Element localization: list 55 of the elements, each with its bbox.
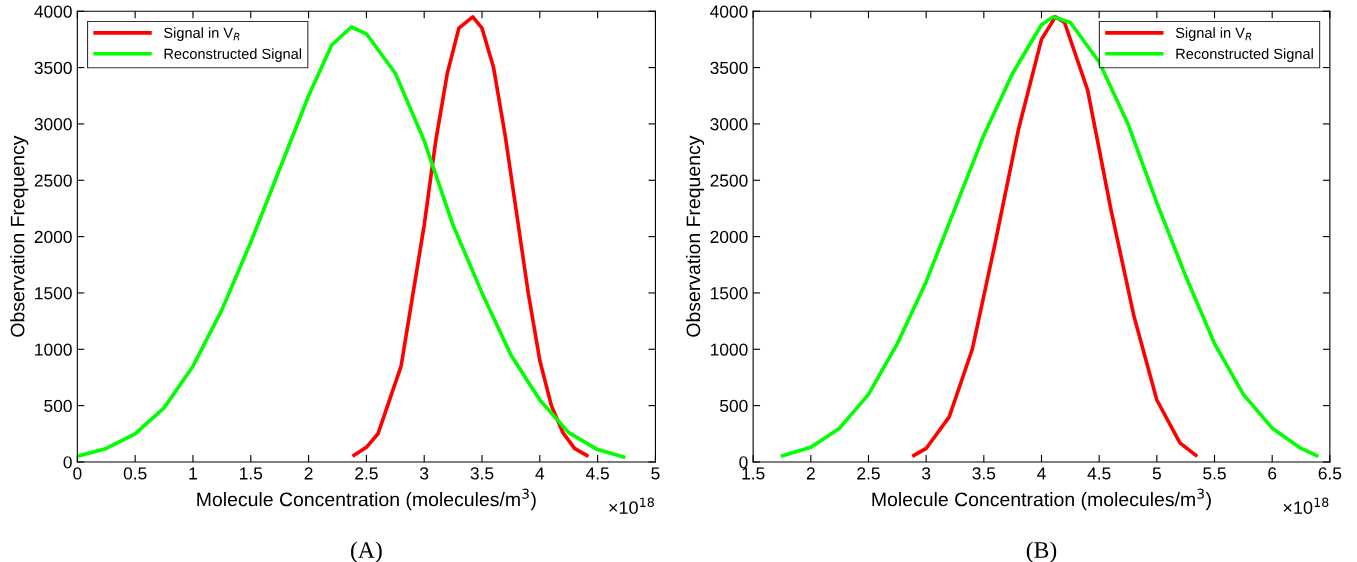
x-tick-label: 3.5	[972, 467, 996, 480]
y-tick-label: 4000	[710, 5, 748, 18]
y-tick-label: 3500	[710, 61, 748, 75]
y-tick-label: 1500	[35, 287, 72, 300]
x-tick-label: 2	[806, 467, 815, 480]
x-tick-label: 6	[1268, 467, 1277, 480]
x-tick-label: 0.5	[123, 467, 147, 480]
y-tick-label: 1500	[710, 287, 748, 300]
x-tick-label: 4.5	[585, 467, 609, 480]
x-tick-label: 2.5	[355, 467, 378, 480]
legend-label: Reconstructed Signal	[164, 48, 302, 62]
y-tick-label: 2500	[710, 174, 748, 187]
line-series	[350, 15, 591, 459]
x-tick-label: 5	[651, 467, 660, 480]
line-series	[779, 15, 1321, 459]
y-axis-title: Observation Frequency	[10, 135, 29, 337]
x-tick-label: 2	[304, 467, 313, 480]
x-axis-title: Molecule Concentration (molecules/m$^{3}$)	[872, 488, 1211, 511]
text: (A)	[351, 541, 382, 562]
x-tick-label: 3.5	[470, 467, 494, 480]
y-tick-label: 3000	[34, 118, 72, 131]
y-tick-label: 1000	[35, 343, 72, 356]
y-tick-label: 3500	[34, 61, 72, 75]
x-tick-label: 5.5	[1203, 467, 1226, 480]
x-tick-label: 4.5	[1087, 467, 1111, 480]
x-axis-title: Molecule Concentration (molecules/m$^{3}$)	[197, 488, 536, 511]
x-tick-label: 2.5	[857, 467, 880, 480]
y-tick-label: 2500	[34, 174, 72, 187]
y-tick-label: 4000	[34, 5, 72, 18]
x-tick-label: 3	[420, 467, 429, 480]
y-tick-label: 0	[63, 456, 72, 469]
text: ×10$^{18}$	[1283, 497, 1329, 514]
x-tick-label: 5	[1152, 467, 1161, 480]
x-tick-label: 3	[921, 467, 931, 480]
y-tick-label: 500	[720, 399, 748, 413]
text: (B)	[1026, 541, 1057, 562]
x-tick-label: 1.5	[742, 467, 765, 480]
x-tick-label: 6.5	[1318, 467, 1342, 480]
y-tick-label: 3000	[710, 118, 748, 131]
legend-label: Signal in V$_{R}$	[1175, 27, 1252, 41]
x-tick-label: 0	[73, 467, 82, 480]
text: ×10$^{18}$	[609, 497, 654, 514]
y-tick-label: 2000	[34, 230, 72, 244]
y-tick-label: 500	[44, 399, 72, 413]
legend-label: Reconstructed Signal	[1176, 48, 1313, 62]
x-tick-label: 1	[189, 467, 197, 480]
legend-label: Signal in V$_{R}$	[164, 27, 240, 41]
y-axis-title: Observation Frequency	[685, 135, 705, 337]
x-tick-label: 4	[535, 467, 545, 480]
y-tick-label: 1000	[710, 343, 748, 356]
y-tick-label: 2000	[710, 230, 748, 244]
line-series	[77, 25, 628, 460]
y-tick-label: 0	[739, 456, 748, 469]
x-tick-label: 4	[1037, 467, 1046, 480]
x-tick-label: 1.5	[240, 467, 263, 480]
